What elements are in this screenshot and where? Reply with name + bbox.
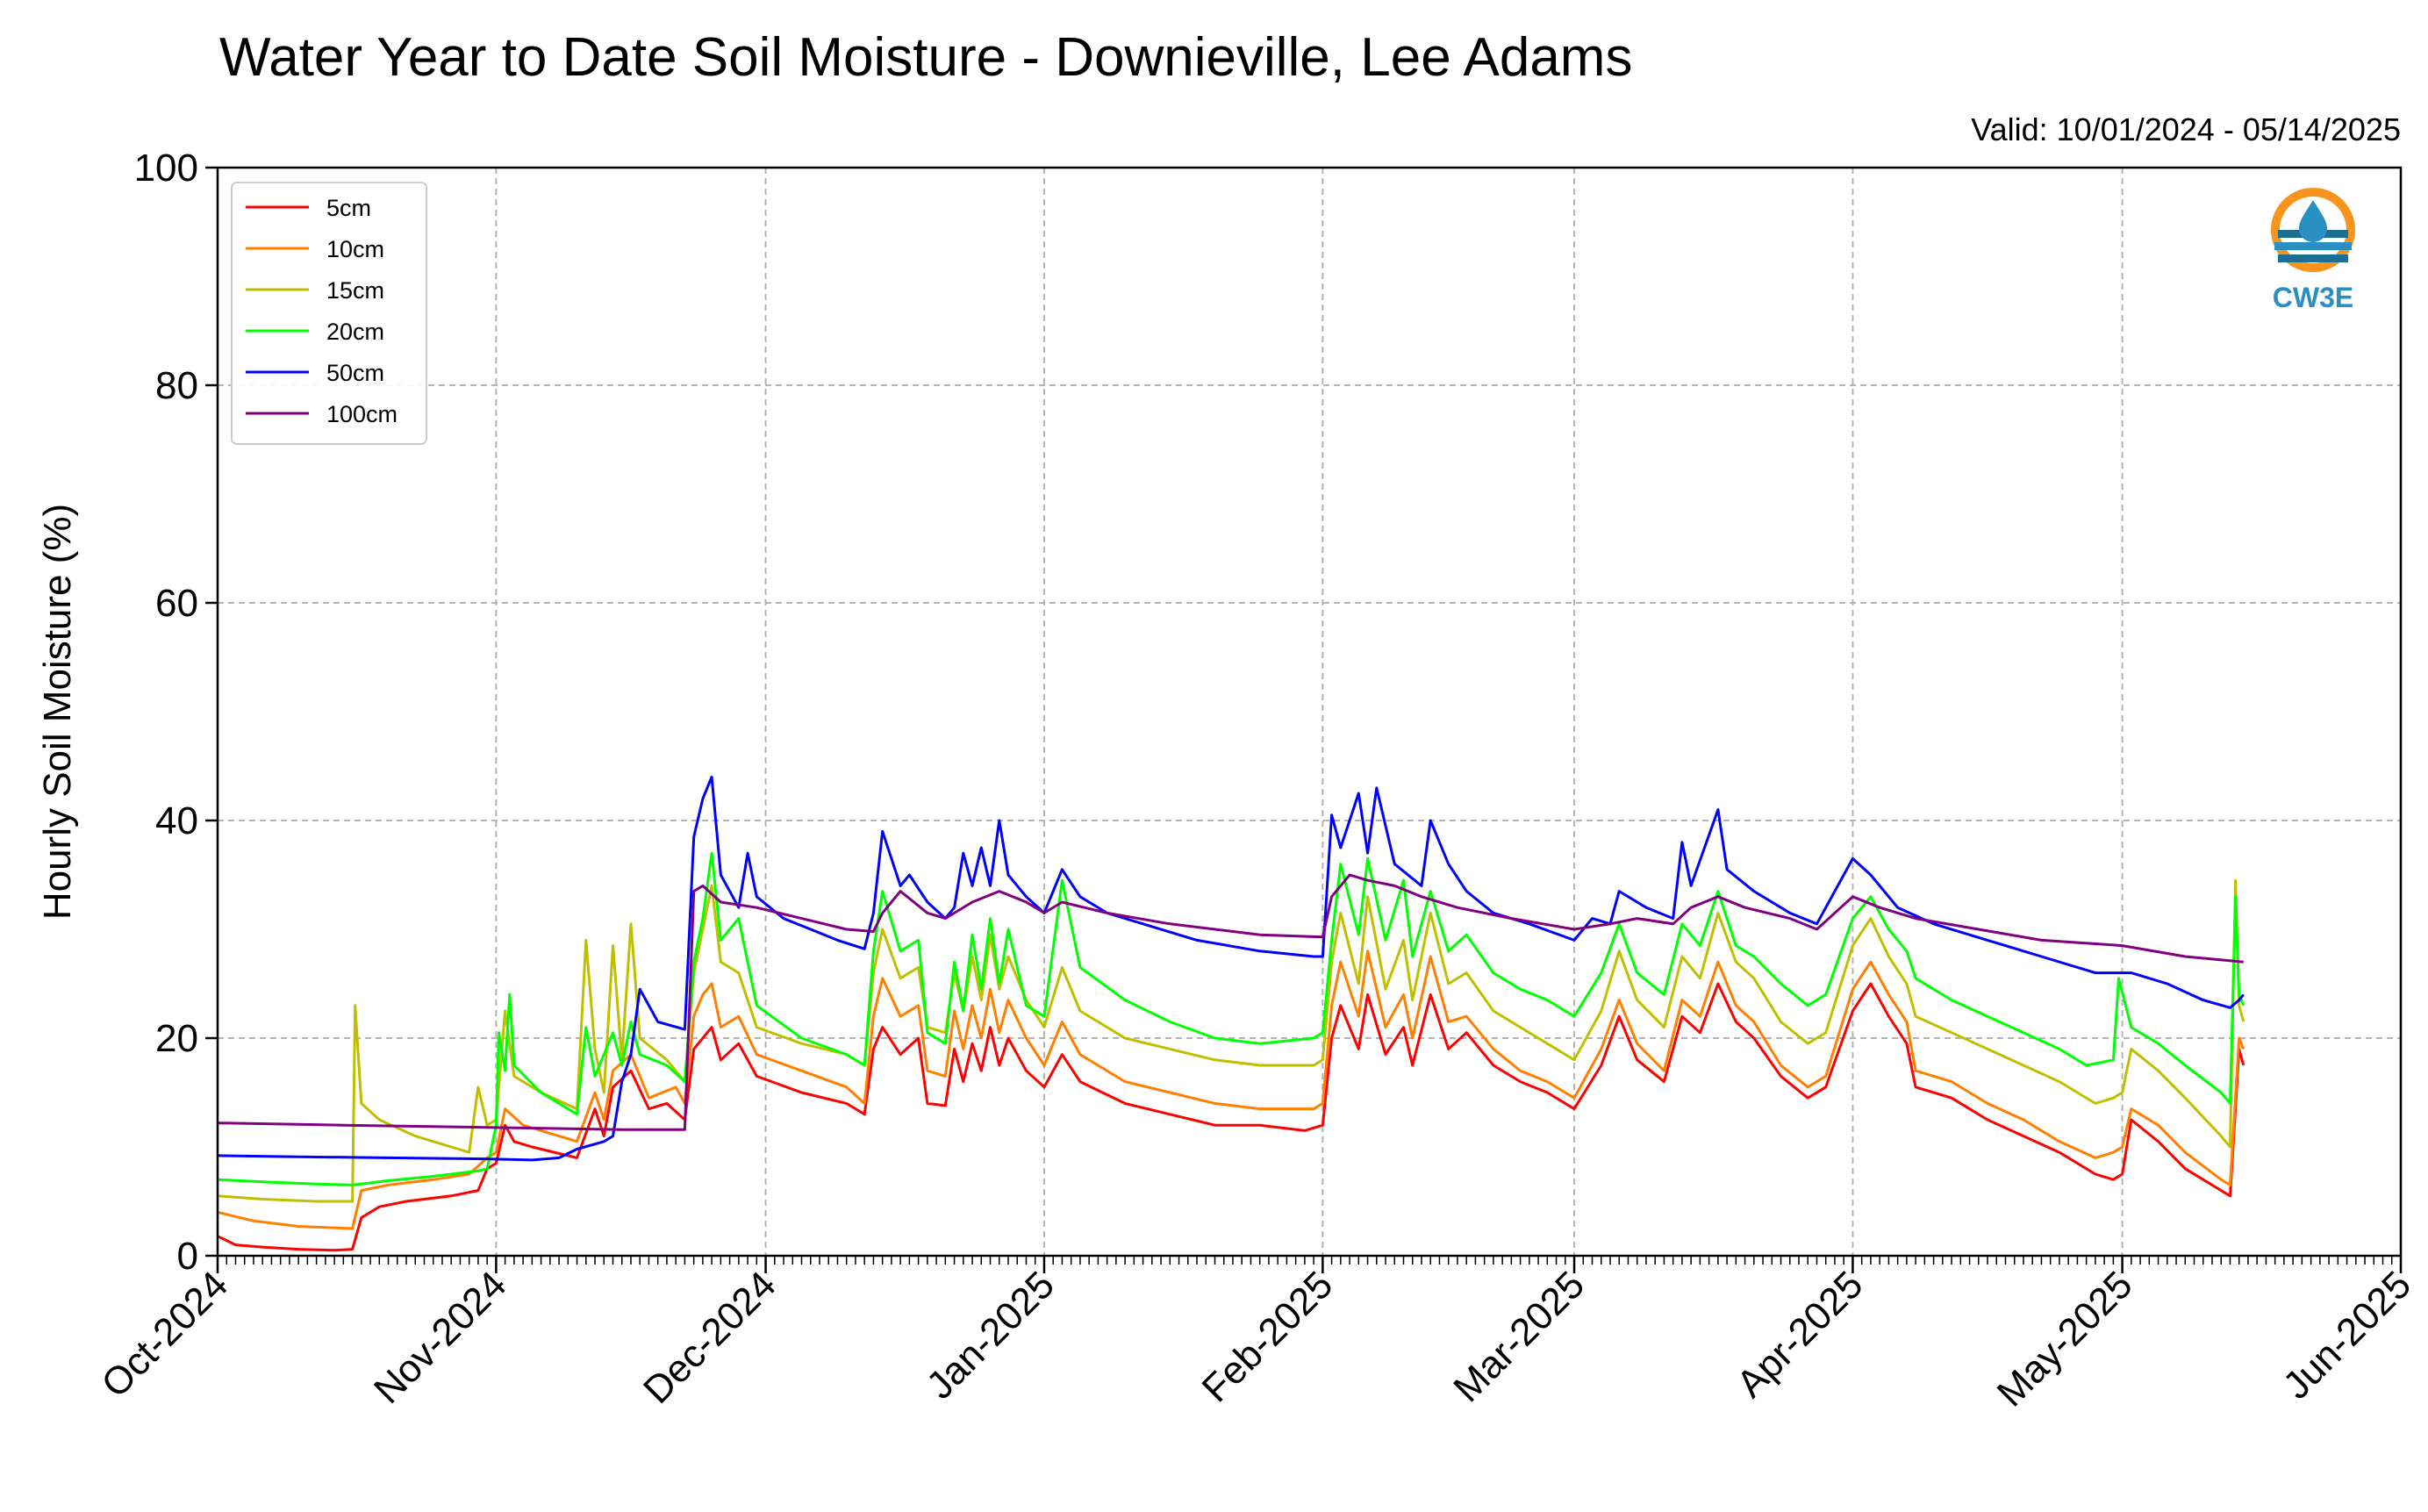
series-line-20cm — [217, 851, 2245, 1186]
series-line-50cm — [217, 775, 2245, 1162]
y-tick-label: 100 — [134, 147, 198, 190]
y-axis: 0 20 40 60 80 100 — [134, 147, 218, 1278]
legend-label-100cm: 100cm — [326, 401, 398, 427]
logo-text: CW3E — [2273, 282, 2353, 313]
y-tick-label: 60 — [155, 582, 198, 625]
plot-frame — [216, 166, 2403, 1258]
series-line-15cm — [217, 878, 2245, 1203]
legend-label-5cm: 5cm — [326, 195, 371, 221]
series-lines — [217, 775, 2245, 1252]
y-axis-label: Hourly Soil Moisture (%) — [36, 504, 79, 920]
legend-label-15cm: 15cm — [326, 277, 384, 304]
water-drop-icon — [2299, 200, 2327, 242]
y-tick-label: 40 — [155, 799, 198, 842]
y-tick-label: 20 — [155, 1017, 198, 1060]
series-line-5cm — [217, 982, 2245, 1252]
logo-wave-2 — [2274, 242, 2352, 250]
legend: 5cm 10cm 15cm 20cm 50cm 100cm — [231, 182, 427, 445]
legend-label-50cm: 50cm — [326, 360, 384, 386]
cw3e-logo: CW3E — [2271, 188, 2355, 313]
series-line-100cm — [217, 873, 2244, 1131]
legend-label-10cm: 10cm — [326, 236, 384, 262]
y-tick-label: 80 — [155, 364, 198, 407]
logo-wave-3 — [2278, 254, 2348, 262]
chart-valid-range: Valid: 10/01/2024 - 05/14/2025 — [1971, 111, 2401, 147]
legend-label-20cm: 20cm — [326, 319, 384, 345]
y-tick-label: 0 — [177, 1235, 198, 1278]
chart-title: Water Year to Date Soil Moisture - Downi… — [219, 27, 1632, 88]
